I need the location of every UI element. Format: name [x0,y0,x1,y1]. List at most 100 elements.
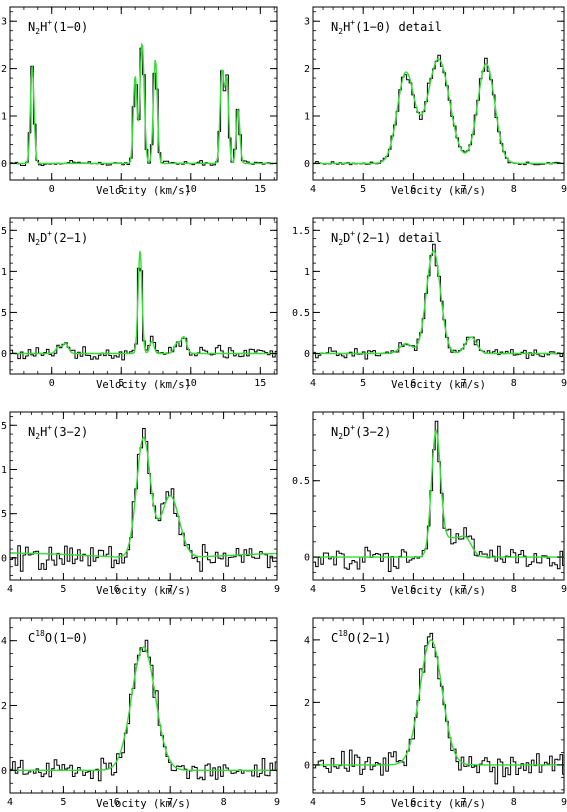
x-tick-label: 7 [461,184,467,195]
x-tick-label: 4 [310,184,316,195]
y-tick-label: 4 [1,636,7,647]
fit-curve [313,249,564,355]
x-tick-label: 7 [461,584,467,595]
x-tick-label: 10 [185,184,197,195]
observed-spectrum [313,54,564,166]
x-tick-label: 6 [410,797,416,808]
y-tick-label: 0 [1,766,7,777]
y-tick-label: 0.5 [292,308,310,319]
x-tick-label: 8 [511,584,517,595]
plot-frame [312,617,565,794]
fit-curve [10,436,277,558]
fit-curve [10,646,277,771]
y-tick-label: 3 [1,17,7,28]
panel-title: N2D+(2−1) [28,229,88,247]
x-axis-label: Velocity (km/s) [391,798,486,810]
fit-curve [10,42,277,165]
x-tick-label: 15 [254,184,266,195]
panel-title: N2D+(2−1) detail [331,229,442,247]
observed-spectrum [313,420,564,572]
y-tick-label: 0 [304,760,310,771]
x-tick-label: 7 [167,797,173,808]
x-tick-label: 5 [118,378,124,389]
y-tick-label: 0 [1,553,7,564]
x-tick-label: 5 [360,797,366,808]
x-tick-label: 8 [511,797,517,808]
y-tick-label: 1.5 [0,226,7,237]
spectrum-panel: 4 5 6 7 8 9 0 1 2 3 Velocity (km/s) N2H+(1−0) detai… [304,6,567,197]
x-tick-label: 8 [221,797,227,808]
x-tick-label: 5 [360,584,366,595]
x-tick-label: 9 [274,797,280,808]
x-tick-label: 5 [360,378,366,389]
y-tick-label: 2 [304,698,310,709]
panel-title: N2H+(1−0) detail [331,18,442,36]
x-tick-label: 6 [114,584,120,595]
spectrum-panel: 4 5 6 7 8 9 0 0.5 Velocity (km/s) N2D+(3−2) [292,411,567,597]
panel-title: N2D+(3−2) [331,423,391,441]
spectrum-panel: 4 5 6 7 8 9 0 0.5 1 1.5 Velocity (km/s) N2D+(2−1) d… [292,217,567,391]
panel-title: N2H+(3−2) [28,423,88,441]
y-tick-label: 0 [304,349,310,360]
x-tick-label: 0 [49,184,55,195]
spectrum-panel: 4 5 6 7 8 9 0 2 4 Velocity (km/s) C18O(1−0) [1,617,280,810]
plot-frame [312,411,565,581]
y-tick-label: 1.5 [0,421,7,432]
x-tick-label: 6 [410,584,416,595]
x-tick-label: 5 [360,184,366,195]
panel-title: C18O(2−1) [331,629,391,645]
x-tick-label: 6 [114,797,120,808]
x-tick-label: 7 [461,797,467,808]
x-tick-label: 9 [561,797,567,808]
x-axis-label: Velocity (km/s) [96,379,191,391]
x-axis-label: Velocity (km/s) [391,379,486,391]
y-tick-label: 2 [1,64,7,75]
x-tick-label: 4 [7,797,13,808]
x-tick-label: 5 [118,184,124,195]
plot-frame [9,217,278,375]
x-axis-label: Velocity (km/s) [96,185,191,197]
y-tick-label: 2 [304,64,310,75]
x-axis-label: Velocity (km/s) [96,798,191,810]
x-tick-label: 9 [561,184,567,195]
fit-curve [313,428,564,558]
y-tick-label: 1.5 [292,226,310,237]
x-tick-label: 4 [7,584,13,595]
observed-spectrum [10,428,277,572]
x-tick-label: 9 [274,584,280,595]
fit-curve [313,639,564,766]
observed-spectrum [10,639,277,782]
x-tick-label: 4 [310,797,316,808]
plot-frame [9,6,278,181]
observed-spectrum [313,243,564,360]
x-tick-label: 10 [185,378,197,389]
x-tick-label: 5 [60,584,66,595]
x-tick-label: 0 [49,378,55,389]
x-tick-label: 9 [561,378,567,389]
y-tick-label: 2 [1,701,7,712]
x-tick-label: 4 [310,378,316,389]
observed-spectrum [313,632,564,785]
plot-frame [312,6,565,181]
panel-title: N2H+(1−0) [28,18,88,36]
y-tick-label: 0.5 [0,308,7,319]
x-tick-label: 15 [254,378,266,389]
y-tick-label: 0 [304,159,310,170]
x-tick-label: 9 [561,584,567,595]
x-tick-label: 8 [511,378,517,389]
y-tick-label: 0.5 [0,509,7,520]
x-axis-label: Velocity (km/s) [96,585,191,597]
x-tick-label: 7 [167,584,173,595]
x-axis-label: Velocity (km/s) [391,185,486,197]
spectrum-panel: 0 5 10 15 0 0.5 1 1.5 Velocity (km/s) N2D+(2−1) [0,217,278,391]
y-tick-label: 4 [304,635,310,646]
y-tick-label: 1 [1,267,7,278]
y-tick-label: 1 [1,112,7,123]
y-tick-label: 1 [304,267,310,278]
x-tick-label: 8 [511,184,517,195]
y-tick-label: 0 [1,349,7,360]
panel-title: C18O(1−0) [28,629,88,645]
x-tick-label: 8 [221,584,227,595]
y-tick-label: 0 [304,553,310,564]
y-tick-label: 3 [304,17,310,28]
